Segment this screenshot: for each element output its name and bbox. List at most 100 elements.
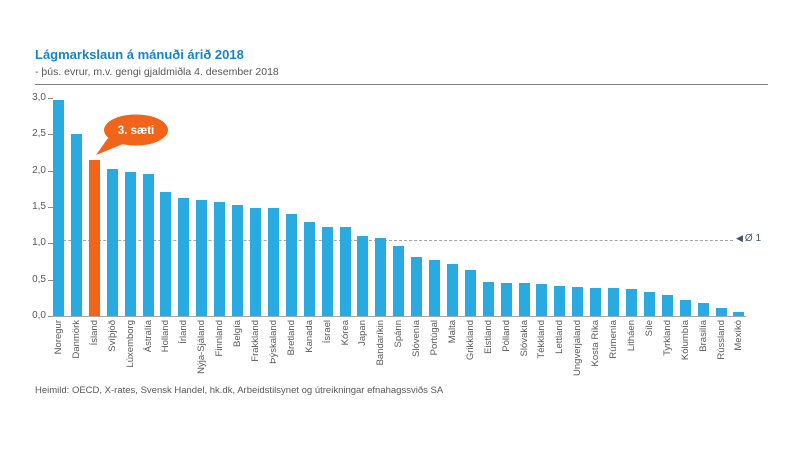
x-label-cell: Pólland — [501, 320, 512, 395]
bar — [70, 134, 82, 316]
x-axis-label: Pólland — [500, 320, 512, 352]
x-axis-label: Lúxemborg — [124, 320, 136, 368]
x-axis-label: Nýja-Sjáland — [196, 320, 208, 374]
x-label-cell: Noregur — [53, 320, 64, 395]
x-axis-label: Kanada — [303, 320, 315, 353]
x-label-cell: Þýskaland — [268, 320, 279, 395]
bar — [214, 201, 226, 316]
x-axis-label: Þýskaland — [267, 320, 279, 364]
y-tick-label: 2,5 — [32, 128, 46, 140]
x-axis-label: Ísland — [88, 320, 100, 346]
x-label-cell: Belgía — [232, 320, 243, 395]
callout-tail — [96, 138, 123, 155]
callout-bubble: 3. sæti — [96, 114, 168, 155]
bar — [321, 226, 333, 316]
x-label-cell: Slóvakía — [519, 320, 530, 395]
x-axis-label: Kosta Ríka — [590, 320, 602, 367]
average-line-label: ◀ Ø 1 — [736, 233, 762, 245]
y-tick-mark — [48, 279, 53, 281]
y-tick-mark — [48, 134, 53, 136]
x-label-cell: Slóvenía — [411, 320, 422, 395]
x-axis-label: Rúmenía — [608, 320, 620, 359]
bar — [643, 292, 655, 316]
x-axis-label: Belgía — [232, 320, 244, 347]
x-axis-label: Bretland — [285, 320, 297, 356]
bar — [626, 289, 637, 316]
bar — [411, 257, 423, 316]
x-label-cell: Malta — [447, 320, 458, 395]
bar — [697, 302, 709, 316]
x-axis-label: Kórea — [339, 320, 351, 346]
y-tick-mark — [48, 207, 53, 208]
x-axis-label: Bandaríkin — [375, 320, 387, 366]
bar — [249, 207, 261, 316]
x-axis-label: Rússland — [715, 320, 727, 360]
x-label-cell: Nýja-Sjáland — [196, 320, 207, 395]
x-label-cell: Litháen — [626, 320, 637, 395]
x-label-cell: Rúmenía — [608, 320, 619, 395]
x-label-cell: Svíþjóð — [107, 320, 118, 395]
x-label-cell: Brasilía — [698, 320, 709, 395]
x-label-cell: Bretland — [286, 320, 297, 395]
bar — [679, 300, 691, 316]
x-axis-label: Litháen — [626, 320, 637, 352]
x-label-cell: Rússland — [716, 320, 727, 395]
bar — [661, 294, 673, 316]
x-label-cell: Danmörk — [71, 320, 82, 395]
x-label-cell: Ungverjaland — [572, 320, 583, 395]
x-label-cell: Mexíkó — [733, 320, 744, 395]
x-axis-label: Tékkland — [536, 320, 548, 359]
x-label-cell: Finnland — [214, 320, 225, 395]
x-label-cell: Írland — [178, 320, 189, 395]
bar — [53, 100, 64, 316]
bar-highlighted — [88, 159, 100, 316]
bar — [518, 283, 530, 316]
x-label-cell: Síle — [644, 320, 655, 395]
x-axis-label: Síle — [643, 320, 655, 337]
x-axis-label: Spánn — [393, 320, 405, 348]
source-note: Heimild: OECD, X-rates, Svensk Handel, h… — [35, 385, 444, 396]
x-axis-label: Holland — [160, 320, 172, 353]
bar — [160, 192, 172, 316]
x-axis-labels: Noregur Danmörk Ísland Svíþjóð Lúxemborg Ástr… — [53, 320, 745, 395]
bar — [536, 284, 548, 316]
x-label-cell: Lúxemborg — [125, 320, 136, 395]
x-label-cell: Kólumbía — [680, 320, 691, 395]
y-tick-label: 2,0 — [32, 164, 46, 176]
bar — [393, 245, 405, 316]
x-label-cell: Grikkland — [465, 320, 476, 395]
bar — [375, 237, 387, 316]
chart-subtitle: - þús. evrur, m.v. gengi gjaldmiðla 4. d… — [35, 66, 279, 78]
bar — [303, 221, 315, 316]
x-label-cell: Spánn — [393, 320, 404, 395]
chart-title: Lágmarkslaun á mánuði árið 2018 — [35, 47, 244, 62]
header-divider-line — [35, 84, 768, 85]
bar — [554, 286, 566, 316]
x-axis-label: Japan — [357, 320, 369, 346]
y-tick-mark — [48, 243, 53, 245]
y-tick-label: 0,0 — [32, 310, 46, 321]
bar — [482, 281, 494, 316]
bar — [357, 236, 369, 316]
bar — [464, 269, 476, 316]
callout-ellipse — [104, 114, 168, 146]
x-label-cell: Frakkland — [250, 320, 261, 395]
x-axis-label: Ungverjaland — [572, 320, 584, 376]
x-axis-line — [52, 316, 746, 317]
x-axis-label: Danmörk — [70, 320, 82, 359]
x-axis-label: Portúgal — [429, 320, 441, 356]
bar — [608, 288, 620, 316]
x-axis-label: Írland — [178, 320, 190, 344]
x-axis-label: Eistland — [482, 320, 494, 354]
bar — [590, 287, 602, 316]
x-axis-label: Lettland — [554, 320, 566, 354]
x-axis-label: Ísrael — [321, 320, 333, 344]
average-line — [53, 239, 733, 241]
x-label-cell: Ástralía — [143, 320, 154, 395]
x-axis-label: Mexíkó — [733, 320, 745, 351]
bar — [446, 263, 458, 316]
y-tick-mark — [48, 98, 53, 99]
bar — [339, 227, 351, 316]
x-label-cell: Eistland — [483, 320, 494, 395]
